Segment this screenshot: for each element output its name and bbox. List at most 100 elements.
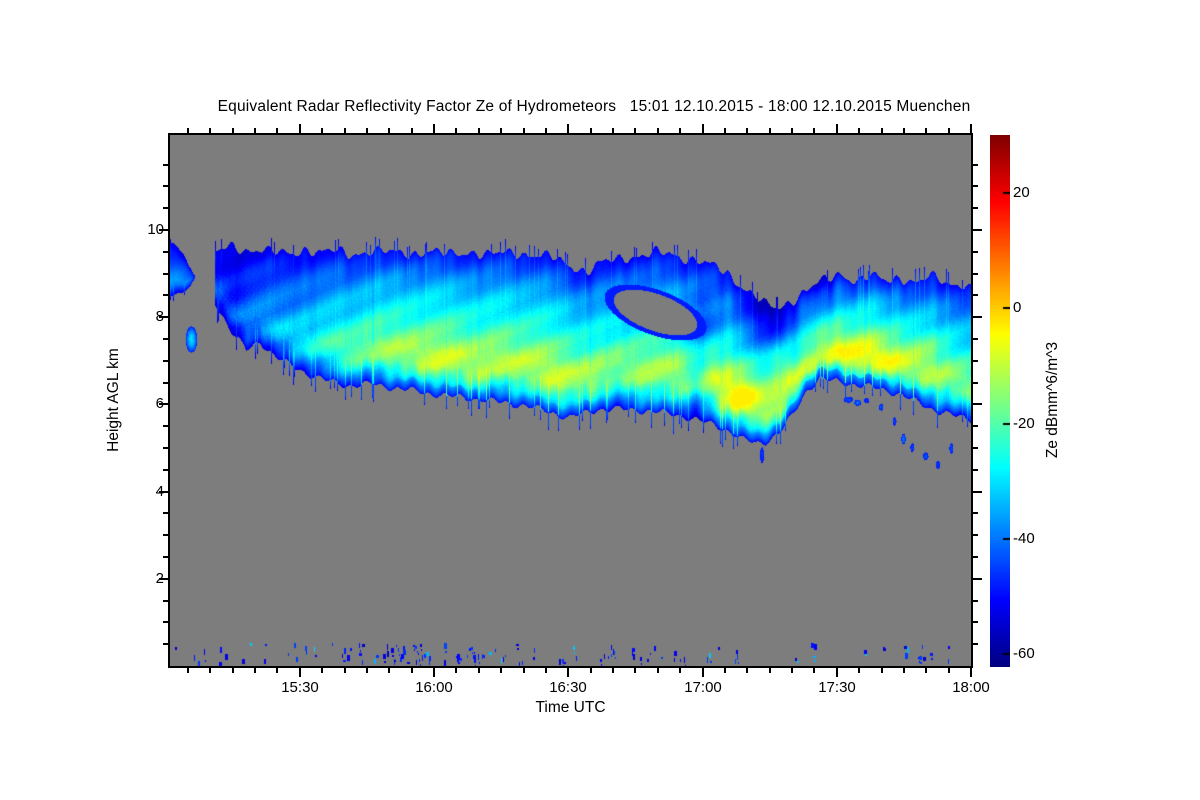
- x-minor-tick: [523, 128, 525, 133]
- y-minor-tick: [163, 469, 168, 471]
- x-minor-tick: [769, 668, 771, 673]
- x-minor-tick: [791, 668, 793, 673]
- x-minor-tick: [344, 668, 346, 673]
- colorbar-tick-label: -20: [1013, 415, 1035, 432]
- x-minor-tick: [948, 668, 950, 673]
- x-minor-tick: [276, 128, 278, 133]
- colorbar-tick-label: -40: [1013, 530, 1035, 547]
- x-minor-tick: [903, 128, 905, 133]
- x-minor-tick: [276, 668, 278, 673]
- y-minor-tick: [973, 294, 978, 296]
- x-minor-tick: [545, 128, 547, 133]
- colorbar-tick-label: 20: [1013, 184, 1030, 201]
- x-tick-label: 15:30: [281, 679, 319, 696]
- x-major-tick: [702, 668, 704, 677]
- y-minor-tick: [973, 512, 978, 514]
- colorbar-tick-label: -60: [1013, 645, 1035, 662]
- y-major-tick: [973, 578, 982, 580]
- y-minor-tick: [163, 447, 168, 449]
- x-minor-tick: [657, 128, 659, 133]
- y-minor-tick: [163, 534, 168, 536]
- x-minor-tick: [344, 128, 346, 133]
- x-minor-tick: [411, 668, 413, 673]
- x-minor-tick: [187, 668, 189, 673]
- x-minor-tick: [724, 668, 726, 673]
- y-minor-tick: [973, 382, 978, 384]
- y-minor-tick: [163, 338, 168, 340]
- y-tick-label: 4: [155, 483, 164, 500]
- x-minor-tick: [925, 128, 927, 133]
- y-minor-tick: [163, 643, 168, 645]
- x-minor-tick: [187, 128, 189, 133]
- x-minor-tick: [612, 128, 614, 133]
- y-minor-tick: [163, 273, 168, 275]
- x-minor-tick: [858, 668, 860, 673]
- x-major-tick: [836, 124, 838, 133]
- y-minor-tick: [163, 251, 168, 253]
- x-tick-label: 18:00: [952, 679, 990, 696]
- y-major-tick: [973, 491, 982, 493]
- x-major-tick: [970, 124, 972, 133]
- y-minor-tick: [973, 273, 978, 275]
- y-minor-tick: [163, 185, 168, 187]
- y-minor-tick: [163, 382, 168, 384]
- y-minor-tick: [163, 164, 168, 166]
- x-minor-tick: [254, 128, 256, 133]
- y-tick-label: 10: [147, 221, 164, 238]
- x-minor-tick: [478, 128, 480, 133]
- colorbar: [990, 135, 1010, 667]
- y-minor-tick: [163, 207, 168, 209]
- x-minor-tick: [321, 128, 323, 133]
- x-tick-label: 16:30: [549, 679, 587, 696]
- x-minor-tick: [791, 128, 793, 133]
- y-minor-tick: [973, 534, 978, 536]
- y-minor-tick: [973, 469, 978, 471]
- x-minor-tick: [948, 128, 950, 133]
- x-minor-tick: [254, 668, 256, 673]
- x-major-tick: [433, 124, 435, 133]
- x-tick-label: 17:00: [684, 679, 722, 696]
- y-axis-title: Height AGL km: [105, 348, 122, 452]
- y-minor-tick: [973, 425, 978, 427]
- y-minor-tick: [973, 185, 978, 187]
- y-tick-label: 2: [155, 570, 164, 587]
- x-major-tick: [567, 124, 569, 133]
- y-tick-label: 8: [155, 308, 164, 325]
- x-minor-tick: [500, 668, 502, 673]
- y-minor-tick: [973, 207, 978, 209]
- x-minor-tick: [903, 668, 905, 673]
- x-minor-tick: [232, 668, 234, 673]
- chart-title: Equivalent Radar Reflectivity Factor Ze …: [217, 98, 971, 115]
- x-minor-tick: [612, 668, 614, 673]
- x-minor-tick: [388, 668, 390, 673]
- y-minor-tick: [163, 512, 168, 514]
- x-minor-tick: [321, 668, 323, 673]
- heatmap-plot-area: [170, 135, 971, 666]
- x-minor-tick: [455, 668, 457, 673]
- y-minor-tick: [163, 425, 168, 427]
- colorbar-title: Ze dBmm^6/m^3: [1044, 341, 1061, 459]
- x-major-tick: [299, 124, 301, 133]
- y-major-tick: [159, 578, 168, 580]
- x-minor-tick: [881, 128, 883, 133]
- y-major-tick: [159, 491, 168, 493]
- x-minor-tick: [478, 668, 480, 673]
- y-minor-tick: [973, 621, 978, 623]
- colorbar-tick-label: 0: [1013, 299, 1022, 316]
- y-minor-tick: [973, 643, 978, 645]
- x-minor-tick: [411, 128, 413, 133]
- y-minor-tick: [163, 621, 168, 623]
- x-minor-tick: [455, 128, 457, 133]
- x-minor-tick: [881, 668, 883, 673]
- x-minor-tick: [657, 668, 659, 673]
- x-minor-tick: [209, 668, 211, 673]
- y-major-tick: [159, 229, 168, 231]
- x-major-tick: [433, 668, 435, 677]
- x-minor-tick: [388, 128, 390, 133]
- x-tick-label: 16:00: [415, 679, 453, 696]
- x-major-tick: [702, 124, 704, 133]
- y-minor-tick: [973, 447, 978, 449]
- y-minor-tick: [973, 338, 978, 340]
- y-major-tick: [973, 229, 982, 231]
